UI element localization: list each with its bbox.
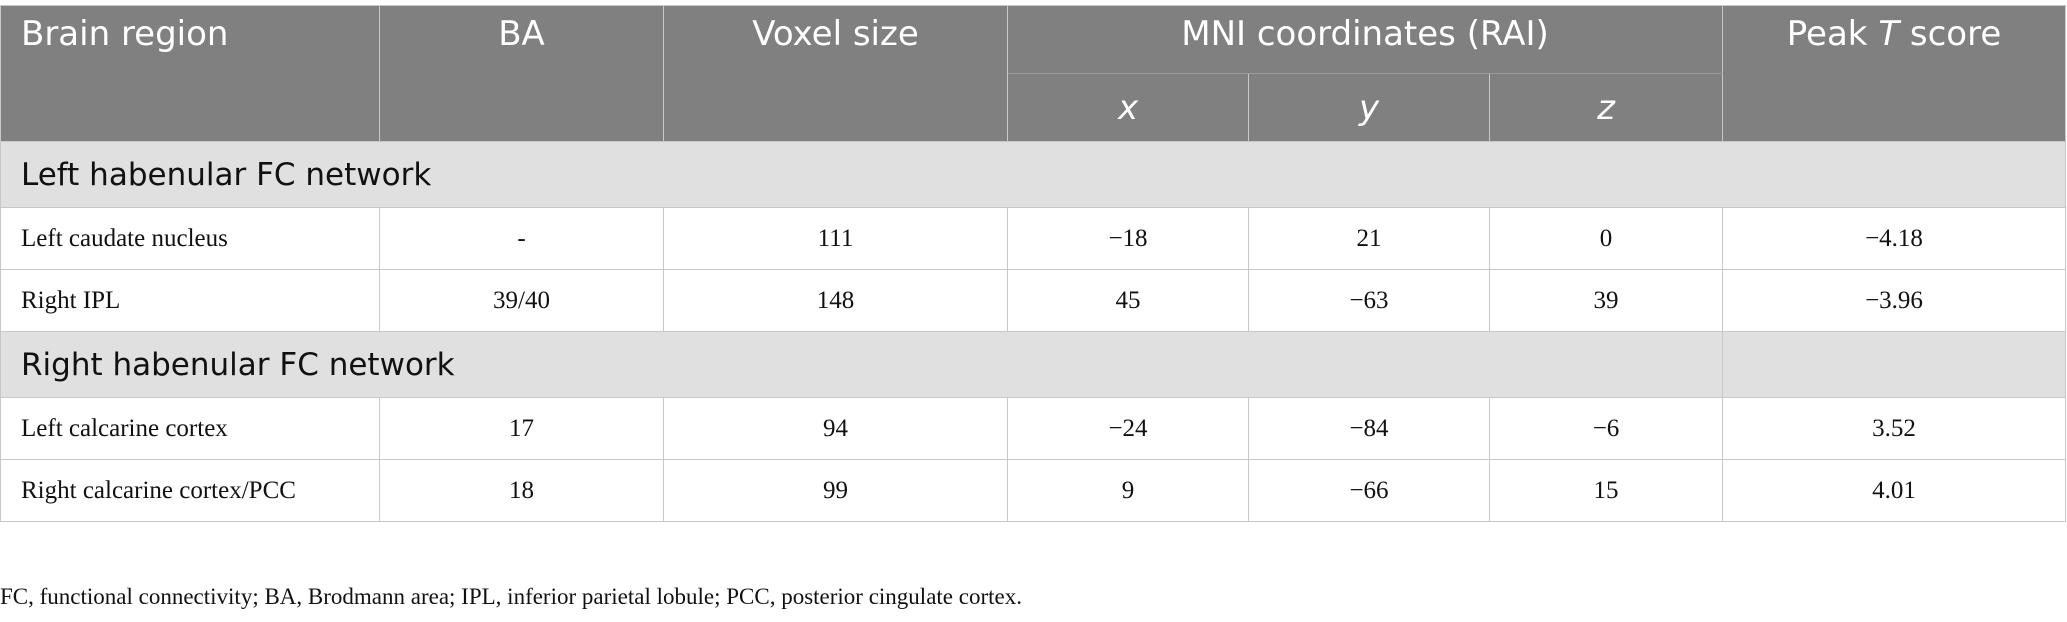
cell-ba: 18 <box>379 459 664 522</box>
header-peak-suffix: score <box>1899 14 2002 54</box>
cell-voxels: 94 <box>663 397 1008 460</box>
cell-region: Left caudate nucleus <box>0 207 380 270</box>
table-row: Left caudate nucleus - 111 −18 21 0 −4.1… <box>0 207 2067 270</box>
section-row-right-habenular: Right habenular FC network <box>0 331 2067 398</box>
cell-y: −63 <box>1248 269 1490 332</box>
cell-z: 0 <box>1488 207 1724 270</box>
header-voxel-size: Voxel size <box>663 5 1008 142</box>
cell-peak-t: −4.18 <box>1722 207 2067 270</box>
cell-ba: - <box>379 207 664 270</box>
header-y: y <box>1248 73 1490 142</box>
cell-ba: 17 <box>379 397 664 460</box>
cell-voxels: 111 <box>663 207 1008 270</box>
table-header: Brain region BA Voxel size MNI coordinat… <box>0 5 2067 142</box>
section-empty-cell <box>1722 331 2067 398</box>
cell-peak-t: 3.52 <box>1722 397 2067 460</box>
cell-region: Right calcarine cortex/PCC <box>0 459 380 522</box>
cell-voxels: 99 <box>663 459 1008 522</box>
section-row-left-habenular: Left habenular FC network <box>0 141 2067 208</box>
cell-x: −18 <box>1007 207 1249 270</box>
header-peak-t: T <box>1878 14 1900 54</box>
table-footnote: FC, functional connectivity; BA, Brodman… <box>0 584 1022 609</box>
cell-z: 39 <box>1488 269 1724 332</box>
section-title: Left habenular FC network <box>0 141 2067 208</box>
cell-z: 15 <box>1488 459 1724 522</box>
table-body: Left habenular FC network Left caudate n… <box>0 141 2067 522</box>
cell-x: −24 <box>1007 397 1249 460</box>
table-row: Right IPL 39/40 148 45 −63 39 −3.96 <box>0 269 2067 332</box>
cell-region: Left calcarine cortex <box>0 397 380 460</box>
cell-peak-t: −3.96 <box>1722 269 2067 332</box>
header-x: x <box>1007 73 1249 142</box>
section-title: Right habenular FC network <box>0 331 1724 398</box>
cell-z: −6 <box>1488 397 1724 460</box>
cell-region: Right IPL <box>0 269 380 332</box>
cell-voxels: 148 <box>663 269 1008 332</box>
cell-y: 21 <box>1248 207 1490 270</box>
header-peak-prefix: Peak <box>1786 14 1879 54</box>
cell-y: −66 <box>1248 459 1490 522</box>
header-peak-t-score: Peak T score <box>1722 5 2067 142</box>
cell-peak-t: 4.01 <box>1722 459 2067 522</box>
cell-x: 45 <box>1007 269 1249 332</box>
header-mni-coordinates: MNI coordinates (RAI) <box>1006 5 1724 74</box>
header-ba: BA <box>379 5 664 142</box>
results-table: Brain region BA Voxel size MNI coordinat… <box>0 5 2067 522</box>
table-row: Left calcarine cortex 17 94 −24 −84 −6 3… <box>0 397 2067 460</box>
header-brain-region: Brain region <box>0 5 380 142</box>
cell-y: −84 <box>1248 397 1490 460</box>
table-row: Right calcarine cortex/PCC 18 99 9 −66 1… <box>0 459 2067 522</box>
header-z: z <box>1488 73 1724 142</box>
cell-ba: 39/40 <box>379 269 664 332</box>
cell-x: 9 <box>1007 459 1249 522</box>
